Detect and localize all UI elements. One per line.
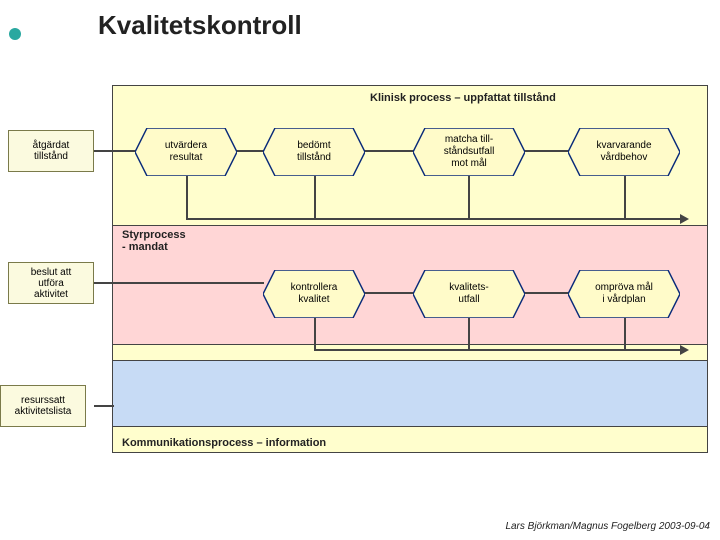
connector-4 — [186, 176, 188, 220]
connector-15 — [314, 349, 625, 351]
arrow-head-1 — [680, 345, 689, 355]
connector-11 — [524, 292, 569, 294]
left-box-atgardat: åtgärdat tillstånd — [8, 130, 94, 172]
hex-kontrollera: kontrollera kvalitet — [263, 270, 365, 318]
hex-kvalutfall: kvalitets- utfall — [413, 270, 525, 318]
hex-kvarvar: kvarvarande vårdbehov — [568, 128, 680, 176]
connector-5 — [314, 176, 316, 220]
hex-omprova: ompröva mål i vårdplan — [568, 270, 680, 318]
arrow-stem-1 — [625, 349, 680, 351]
connector-14 — [624, 318, 626, 350]
connector-16 — [94, 405, 114, 407]
connector-12 — [314, 318, 316, 350]
arrow-stem-0 — [625, 218, 680, 220]
communication-process-region — [112, 360, 708, 427]
bullet-dot — [9, 28, 21, 40]
connector-10 — [364, 292, 414, 294]
red-section-label: Styrprocess - mandat — [122, 229, 186, 253]
left-box-resurs: resurssatt aktivitetslista — [0, 385, 86, 427]
arrow-head-0 — [680, 214, 689, 224]
connector-1 — [236, 150, 264, 152]
connector-9 — [94, 282, 264, 284]
connector-8 — [186, 218, 625, 220]
hex-utvardera: utvärdera resultat — [135, 128, 237, 176]
connector-0 — [94, 150, 136, 152]
hex-matcha: matcha till- ståndsutfall mot mål — [413, 128, 525, 176]
connector-13 — [468, 318, 470, 350]
page-title: Kvalitetskontroll — [98, 10, 302, 41]
yellow-section-label: Klinisk process – uppfattat tillstånd — [370, 92, 556, 104]
left-box-beslut: beslut att utföra aktivitet — [8, 262, 94, 304]
footer-credit: Lars Björkman/Magnus Fogelberg 2003-09-0… — [505, 521, 710, 532]
connector-6 — [468, 176, 470, 220]
connector-7 — [624, 176, 626, 220]
connector-3 — [524, 150, 569, 152]
connector-2 — [364, 150, 414, 152]
hex-bedomt: bedömt tillstånd — [263, 128, 365, 176]
blue-section-label: Kommunikationsprocess – information — [122, 437, 326, 449]
